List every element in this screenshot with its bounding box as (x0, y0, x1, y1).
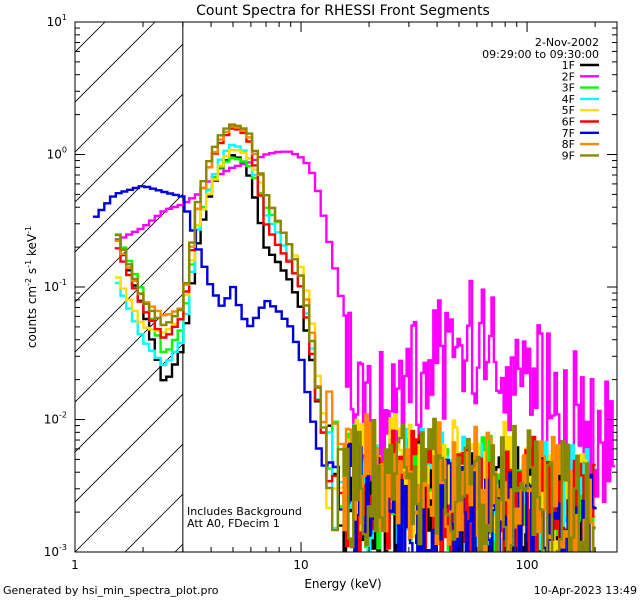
x-tick-label: 1 (71, 558, 79, 572)
series-layer (92, 123, 616, 552)
annotation-background: Includes Background (187, 505, 302, 518)
footer-timestamp: 10-Apr-2023 13:49 (534, 584, 637, 597)
legend-label-3F: 3F (562, 82, 575, 95)
hatch-line (75, 143, 183, 253)
hatch-line (75, 93, 183, 203)
y-tick-label: 10-1 (44, 278, 67, 294)
series-line-9F (114, 123, 596, 552)
axes: 1 10 100 10-3 10-2 10-1 100 101 (44, 13, 617, 572)
hatch-line (75, 43, 183, 153)
x-tick-label: 100 (516, 558, 539, 572)
annotation-attenuator: Att A0, FDecim 1 (187, 517, 280, 530)
y-tick-label: 100 (47, 146, 67, 162)
y-tick-label: 10-3 (44, 543, 67, 559)
hatch-line (75, 243, 183, 353)
legend-label-8F: 8F (562, 138, 575, 151)
hatch-line (75, 22, 106, 53)
y-tick-label: 10-2 (44, 411, 67, 427)
hatch-line (75, 22, 156, 103)
x-axis-label: Energy (keV) (304, 577, 381, 591)
series-line-2F (114, 150, 616, 503)
hatch-line (75, 193, 183, 303)
hatch-line (625, 0, 640, 552)
chart-title: Count Spectra for RHESSI Front Segments (196, 3, 490, 19)
legend-label-6F: 6F (562, 116, 575, 129)
date-label: 2-Nov-2002 (535, 36, 599, 49)
legend-label-4F: 4F (562, 93, 575, 106)
footer-generated-by: Generated by hsi_min_spectra_plot.pro (3, 584, 219, 597)
y-axis-label: counts cm-2 s-1 keV-1 (24, 226, 39, 348)
hatch-line (75, 443, 183, 552)
legend-label-5F: 5F (562, 104, 575, 117)
legend-label-7F: 7F (562, 127, 575, 140)
legend-label-9F: 9F (562, 149, 575, 162)
hatch-line (75, 393, 183, 503)
hatch-line (0, 0, 85, 552)
legend-label-2F: 2F (562, 70, 575, 83)
legend-label-1F: 1F (562, 59, 575, 72)
x-tick-label: 10 (293, 558, 308, 572)
time-range-label: 09:29:00 to 09:30:00 (482, 48, 599, 61)
y-tick-label: 101 (47, 13, 67, 29)
